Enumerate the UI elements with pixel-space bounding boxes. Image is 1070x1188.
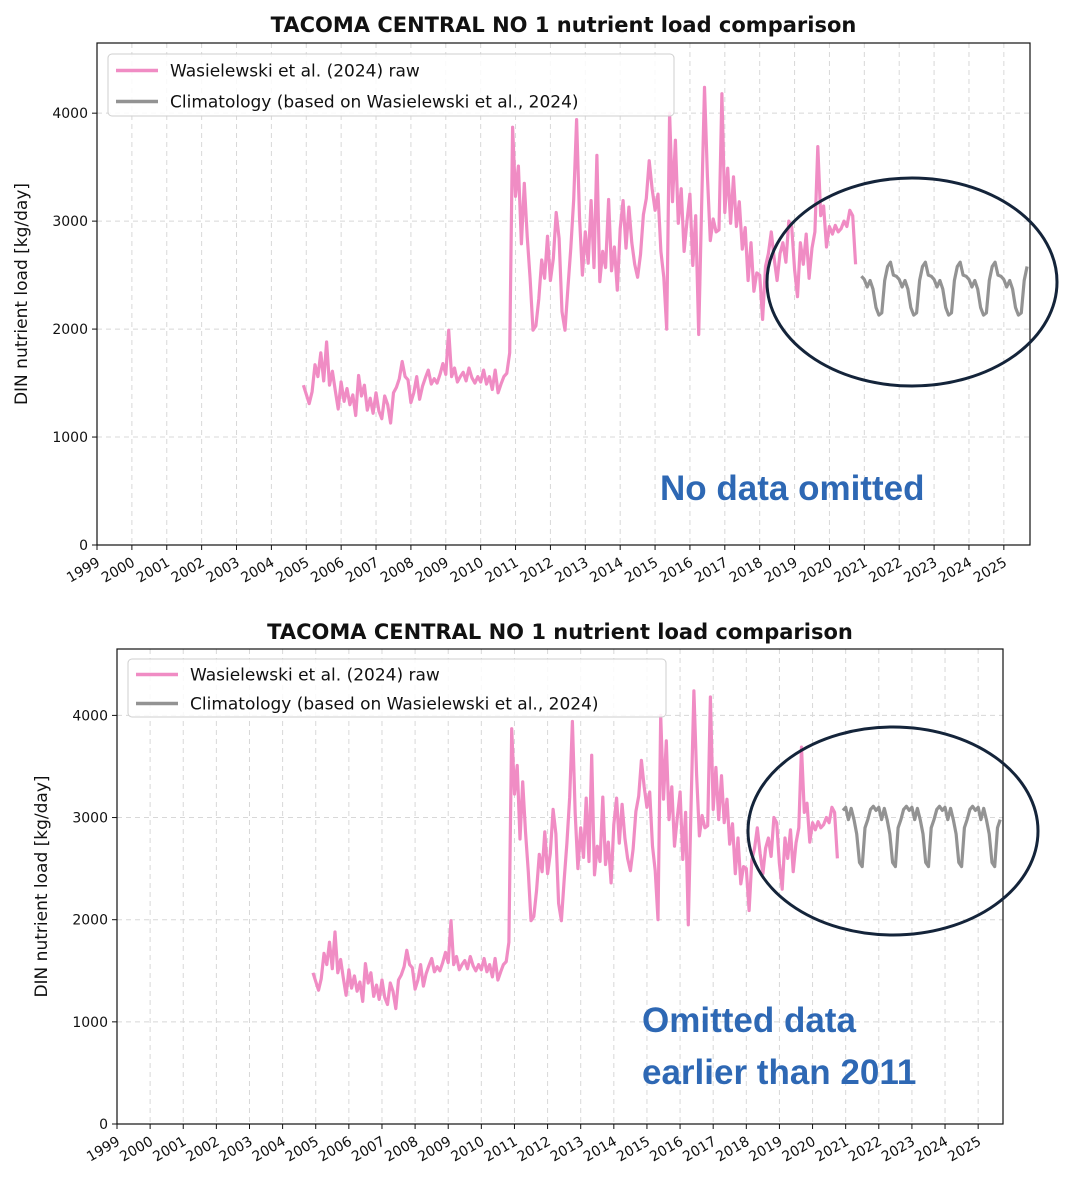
series-line-raw: [301, 85, 858, 425]
x-tick-label: 2004: [250, 1134, 289, 1166]
x-tick-label: 2014: [587, 555, 626, 587]
y-tick-label: 4000: [52, 106, 88, 122]
x-tick-label: 2000: [117, 1134, 156, 1166]
y-tick-label: 2000: [52, 322, 88, 338]
x-tick-label: 1999: [64, 555, 103, 587]
x-tick-label: 2003: [204, 555, 243, 587]
x-tick-label: 2000: [99, 555, 138, 587]
x-tick-label: 2005: [283, 1134, 322, 1166]
axes-frame: [116, 648, 1004, 1125]
x-tick-label: 2006: [316, 1134, 355, 1166]
y-tick-label: 1000: [52, 430, 88, 446]
legend-entry: Climatology (based on Wasielewski et al.…: [170, 93, 579, 113]
y-axis-label: DIN nutrient load [kg/day]: [32, 775, 52, 997]
x-tick-label: 2024: [912, 1134, 951, 1166]
x-tick-label: 2006: [308, 555, 347, 587]
chart-title: TACOMA CENTRAL NO 1 nutrient load compar…: [267, 620, 853, 644]
x-tick-label: 2017: [680, 1134, 719, 1166]
x-tick-label: 2023: [901, 555, 940, 587]
y-tick-label: 0: [99, 1117, 108, 1133]
x-tick-label: 2013: [552, 555, 591, 587]
x-tick-label: 2008: [378, 555, 417, 587]
x-tick-label: 2011: [483, 555, 522, 587]
series-line-climatology: [860, 260, 1029, 317]
x-tick-label: 2004: [239, 555, 278, 587]
x-tick-label: 2005: [273, 555, 312, 587]
x-tick-label: 2010: [448, 555, 487, 587]
x-tick-label: 2003: [217, 1134, 256, 1166]
x-tick-label: 2015: [614, 1134, 653, 1166]
x-tick-label: 2024: [936, 555, 975, 587]
x-tick-label: 2009: [415, 1134, 454, 1166]
x-tick-label: 2019: [747, 1134, 786, 1166]
legend-entry: Climatology (based on Wasielewski et al.…: [190, 695, 599, 715]
y-tick-label: 4000: [72, 708, 108, 724]
x-tick-label: 2017: [692, 555, 731, 587]
x-tick-label: 2021: [831, 555, 870, 587]
legend-box: [127, 658, 667, 718]
x-tick-label: 2011: [482, 1134, 521, 1166]
chart-panel-1: TACOMA CENTRAL NO 1 nutrient load compar…: [12, 13, 1059, 587]
y-tick-label: 3000: [52, 214, 88, 230]
annotation-text: Omitted data: [642, 1001, 856, 1040]
legend: Wasielewski et al. (2024) raw Climatology…: [127, 658, 667, 718]
x-tick-label: 2018: [713, 1134, 752, 1166]
series-line-raw: [311, 689, 839, 1011]
x-tick-label: 2023: [879, 1134, 918, 1166]
x-tick-label: 2013: [548, 1134, 587, 1166]
x-tick-label: 2018: [727, 555, 766, 587]
legend: Wasielewski et al. (2024) raw Climatology…: [107, 53, 675, 117]
x-tick-label: 2001: [134, 555, 173, 587]
x-tick-label: 2020: [797, 555, 836, 587]
x-tick-label: 2010: [448, 1134, 487, 1166]
x-tick-label: 1999: [84, 1134, 123, 1166]
x-tick-label: 2016: [657, 555, 696, 587]
y-tick-label: 0: [79, 538, 88, 554]
x-tick-label: 2021: [813, 1134, 852, 1166]
y-tick-label: 1000: [72, 1015, 108, 1031]
x-tick-label: 2002: [183, 1134, 222, 1166]
highlight-ellipse: [765, 176, 1059, 388]
series-line-climatology: [841, 804, 1002, 869]
axes-frame: [96, 42, 1031, 546]
x-tick-label: 2014: [581, 1134, 620, 1166]
x-tick-label: 2022: [866, 555, 905, 587]
annotation-text: No data omitted: [660, 469, 924, 508]
x-tick-label: 2016: [647, 1134, 686, 1166]
x-tick-label: 2020: [780, 1134, 819, 1166]
x-tick-label: 2001: [150, 1134, 189, 1166]
x-tick-label: 2009: [413, 555, 452, 587]
highlight-ellipse: [746, 725, 1040, 937]
x-tick-label: 2002: [169, 555, 208, 587]
x-tick-label: 2025: [945, 1134, 984, 1166]
legend-entry: Wasielewski et al. (2024) raw: [190, 666, 440, 686]
chart-panel-2: TACOMA CENTRAL NO 1 nutrient load compar…: [32, 620, 1040, 1166]
x-tick-label: 2012: [515, 1134, 554, 1166]
x-tick-label: 2012: [518, 555, 557, 587]
x-tick-label: 2022: [846, 1134, 885, 1166]
chart-title: TACOMA CENTRAL NO 1 nutrient load compar…: [271, 13, 857, 37]
x-tick-label: 2007: [343, 555, 382, 587]
legend-entry: Wasielewski et al. (2024) raw: [170, 62, 420, 82]
x-tick-label: 2019: [762, 555, 801, 587]
y-tick-label: 2000: [72, 913, 108, 929]
x-tick-label: 2015: [622, 555, 661, 587]
x-tick-label: 2008: [382, 1134, 421, 1166]
y-tick-label: 3000: [72, 811, 108, 827]
x-tick-label: 2025: [971, 555, 1010, 587]
y-axis-label: DIN nutrient load [kg/day]: [12, 183, 32, 405]
x-tick-label: 2007: [349, 1134, 388, 1166]
legend-box: [107, 53, 675, 117]
annotation-text: earlier than 2011: [642, 1053, 916, 1092]
